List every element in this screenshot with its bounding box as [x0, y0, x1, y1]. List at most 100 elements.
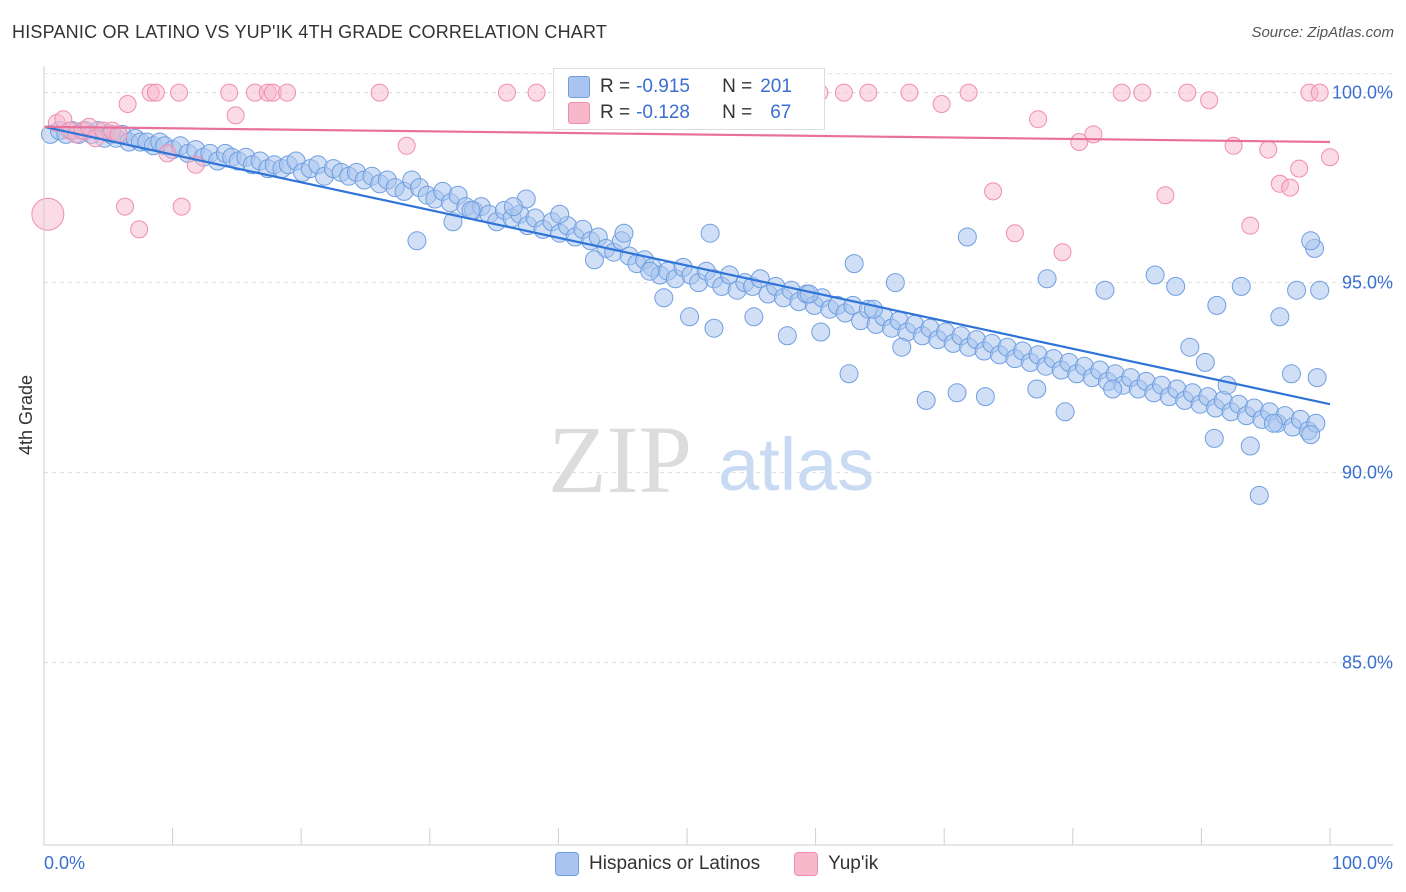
yupik-point — [1310, 83, 1329, 102]
hispanics-point — [1207, 295, 1227, 315]
legend-swatch-blue — [555, 852, 579, 876]
chart-title: HISPANIC OR LATINO VS YUP'IK 4TH GRADE C… — [12, 22, 608, 42]
y-tick-label: 95.0% — [1342, 273, 1393, 293]
yupik-point — [226, 106, 245, 125]
yupik-point — [172, 197, 191, 216]
watermark-atlas: atlas — [718, 423, 874, 506]
yupik-point — [397, 136, 416, 155]
yupik-point — [527, 83, 546, 102]
yupik-point — [1005, 224, 1024, 243]
hispanics-point — [1301, 231, 1321, 251]
y-tick-label: 85.0% — [1342, 653, 1393, 673]
hispanics-point — [1095, 280, 1115, 300]
hispanics-point — [1180, 337, 1200, 357]
hispanics-point — [1204, 428, 1224, 448]
hispanics-point — [614, 223, 634, 243]
hispanics-point — [1263, 413, 1283, 433]
watermark-zip: ZIP — [548, 406, 692, 513]
hispanics-point — [1281, 364, 1301, 384]
yupik-point — [834, 83, 853, 102]
yupik-point — [1029, 110, 1048, 129]
hispanics-point — [640, 261, 660, 281]
hispanics-point — [892, 337, 912, 357]
legend-label-hispanics: Hispanics or Latinos — [589, 853, 761, 874]
series-hispanics-points — [40, 121, 1330, 505]
legend-r-label: R = — [600, 76, 631, 97]
hispanics-point — [1145, 265, 1165, 285]
yupik-point — [959, 83, 978, 102]
hispanics-point — [1103, 379, 1123, 399]
hispanics-point — [443, 212, 463, 232]
trend-lines — [43, 125, 1331, 406]
yupik-point — [1133, 83, 1152, 102]
yupik-point — [1053, 243, 1072, 262]
hispanics-point — [1055, 402, 1075, 422]
yupik-point — [1281, 178, 1300, 197]
hispanics-point — [503, 197, 523, 217]
x-tick-label: 100.0% — [1332, 853, 1393, 873]
watermark: ZIP atlas — [548, 406, 874, 513]
yupik-point — [31, 197, 65, 231]
legend-row-hispanics: R = -0.915 N = 201 — [568, 75, 792, 99]
yupik-point — [130, 220, 149, 239]
hispanics-point — [1287, 280, 1307, 300]
hispanics-point — [704, 318, 724, 338]
hispanics-point — [1270, 307, 1290, 327]
hispanics-point — [1307, 368, 1327, 388]
hispanics-point — [844, 254, 864, 274]
yupik-point — [220, 83, 239, 102]
hispanics-point — [1037, 269, 1057, 289]
legend-r-label: R = — [600, 102, 631, 123]
yupik-point — [1321, 148, 1339, 167]
yupik-point — [984, 182, 1003, 201]
x-tick-label: 0.0% — [44, 853, 85, 873]
hispanics-point — [584, 250, 604, 270]
hispanics-point — [957, 227, 977, 247]
legend-n-label: N = — [722, 76, 753, 97]
y-tick-label: 100.0% — [1332, 83, 1393, 103]
correlation-legend: R = -0.915 N = 201 R = -0.128 N = 67 — [553, 68, 825, 130]
hispanics-point — [1249, 485, 1269, 505]
yupik-point — [1156, 186, 1175, 205]
yupik-point — [1241, 216, 1260, 235]
yupik-point — [1112, 83, 1131, 102]
hispanics-point — [1310, 280, 1330, 300]
hispanics-trend-line — [43, 125, 1331, 406]
series-legend: Hispanics or Latinos Yup'ik — [555, 852, 912, 876]
hispanics-point — [1166, 276, 1186, 296]
yupik-point — [859, 83, 878, 102]
yupik-point — [497, 83, 516, 102]
legend-item-yupik[interactable]: Yup'ik — [794, 852, 878, 876]
hispanics-point — [1301, 425, 1321, 445]
legend-row-yupik: R = -0.128 N = 67 — [568, 101, 791, 125]
hispanics-point — [654, 288, 674, 308]
hispanics-point — [916, 390, 936, 410]
hispanics-point — [407, 231, 427, 251]
hispanics-point — [550, 204, 570, 224]
hispanics-point — [1195, 352, 1215, 372]
legend-item-hispanics[interactable]: Hispanics or Latinos — [555, 852, 760, 876]
hispanics-point — [777, 326, 797, 346]
legend-n-value: 201 — [760, 76, 792, 97]
yupik-point — [118, 95, 137, 113]
legend-swatch-blue — [568, 76, 590, 98]
yupik-trend-line — [43, 125, 1331, 144]
hispanics-point — [680, 307, 700, 327]
yupik-point — [170, 83, 189, 102]
series-yupik-points — [31, 83, 1339, 262]
axes: 85.0% 90.0% 95.0% 100.0% 0.0% 100.0% — [43, 66, 1393, 873]
yupik-point — [370, 83, 389, 102]
legend-r-value: -0.128 — [636, 102, 690, 123]
hispanics-point — [744, 307, 764, 327]
yupik-point — [1259, 140, 1278, 159]
hispanics-point — [885, 273, 905, 293]
legend-label-yupik: Yup'ik — [828, 853, 879, 874]
yupik-point — [1200, 91, 1219, 110]
yupik-point — [116, 197, 135, 216]
legend-r-value: -0.915 — [636, 76, 690, 97]
yupik-point — [1178, 83, 1197, 102]
hispanics-point — [1217, 375, 1237, 395]
hispanics-point — [1240, 436, 1260, 456]
hispanics-point — [1027, 379, 1047, 399]
hispanics-point — [975, 387, 995, 407]
